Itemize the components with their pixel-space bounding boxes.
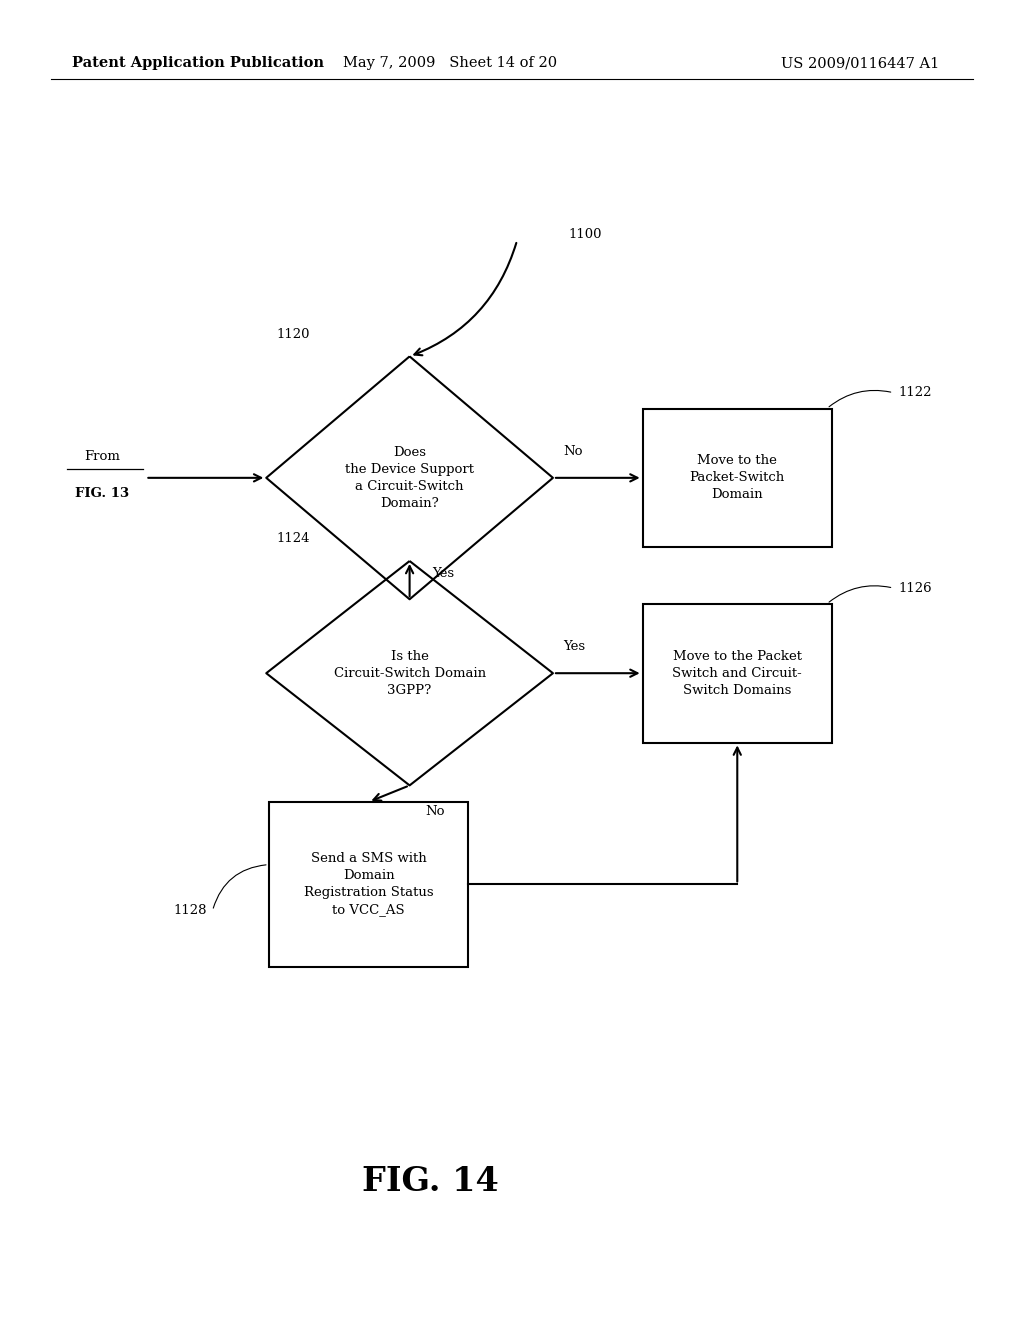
Bar [268, 801, 468, 966]
Text: No: No [563, 445, 583, 458]
Text: Send a SMS with
Domain
Registration Status
to VCC_AS: Send a SMS with Domain Registration Stat… [304, 853, 433, 916]
Text: 1122: 1122 [899, 387, 932, 399]
Text: Move to the
Packet-Switch
Domain: Move to the Packet-Switch Domain [689, 454, 785, 502]
Text: From: From [84, 450, 121, 463]
Bar [643, 409, 831, 546]
Text: No: No [425, 805, 444, 818]
Text: 1128: 1128 [174, 904, 207, 917]
Text: FIG. 14: FIG. 14 [361, 1166, 499, 1199]
Bar [643, 605, 831, 742]
Text: 1100: 1100 [568, 228, 602, 242]
Text: Move to the Packet
Switch and Circuit-
Switch Domains: Move to the Packet Switch and Circuit- S… [673, 649, 802, 697]
Text: US 2009/0116447 A1: US 2009/0116447 A1 [781, 57, 939, 70]
Text: Does
the Device Support
a Circuit-Switch
Domain?: Does the Device Support a Circuit-Switch… [345, 446, 474, 510]
Text: 1120: 1120 [276, 327, 310, 341]
Text: Patent Application Publication: Patent Application Publication [72, 57, 324, 70]
Text: 1124: 1124 [276, 532, 310, 545]
Text: Yes: Yes [432, 568, 455, 579]
Text: Is the
Circuit-Switch Domain
3GPP?: Is the Circuit-Switch Domain 3GPP? [334, 649, 485, 697]
Text: May 7, 2009   Sheet 14 of 20: May 7, 2009 Sheet 14 of 20 [343, 57, 558, 70]
Text: Yes: Yes [563, 640, 586, 653]
Text: FIG. 13: FIG. 13 [76, 487, 129, 500]
Text: 1126: 1126 [899, 582, 932, 594]
